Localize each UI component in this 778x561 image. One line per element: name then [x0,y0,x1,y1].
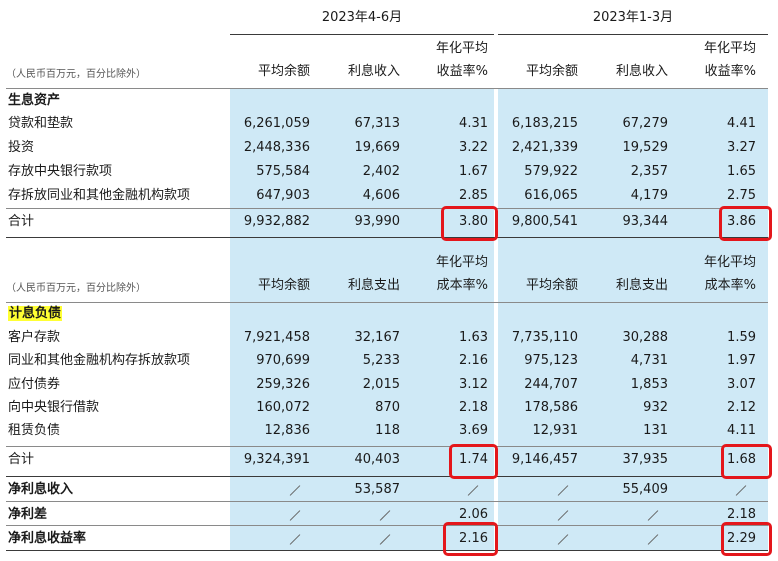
period-q1-header: 2023年1-3月 [592,10,674,25]
liability-cell: 2.18 [459,399,488,415]
liability-cell: 1.97 [727,353,756,369]
summary-row-label: 净利息收入 [8,482,74,497]
liability-total-cell: 9,324,391 [243,452,310,467]
liability-cell: 259,326 [256,376,310,392]
liability-cell: 178,586 [524,399,578,415]
asset-cell: 2.85 [459,188,488,203]
liability-total-row-label: 合计 [8,452,35,467]
liability-cell: 1,853 [630,376,668,392]
unit-note-2: （人民币百万元，百分比除外） [6,283,146,294]
asset-cell: 67,279 [622,116,669,131]
liability-cell: 3.12 [459,376,488,392]
highlight-liab-q2 [449,444,498,479]
liability-cell: 3.07 [727,376,756,392]
liability-cell: 975,123 [524,353,578,369]
liability-cell: 3.69 [459,423,488,439]
liability-cell: 131 [643,423,668,439]
liability-cell: 30,288 [622,330,669,345]
liability-row-label: 客户存款 [8,330,61,345]
asset-total-cell: 3.86 [727,214,756,229]
summary-cell: 2.16 [459,531,488,546]
asset-cell: 19,529 [622,140,669,155]
asset-cell: 4.31 [459,116,488,131]
asset-cell: 2,421,339 [511,140,578,155]
asset-cell: 2.75 [727,188,756,203]
summary-row-label: 净利息收益率 [8,531,87,546]
liability-total-cell: 9,146,457 [511,452,578,467]
liability-cell: 870 [375,399,400,415]
liability-cell: 7,921,458 [243,330,310,345]
liability-cell: 1.59 [727,330,756,345]
asset-total-row-label: 合计 [8,214,35,229]
asset-row-label: 贷款和垫款 [8,116,74,131]
summary-cell: 2.29 [727,531,756,546]
liability-cell: 2.16 [459,353,488,369]
liability-total-cell: 37,935 [622,452,669,467]
asset-total-cell: 9,932,882 [243,214,310,229]
asset-row-label: 存拆放同业和其他金融机构款项 [8,188,191,203]
asset-cell: 579,922 [524,164,578,179]
liability-cell: 1.63 [459,330,488,345]
asset-cell: 67,313 [354,116,401,131]
asset-cell: 616,065 [524,188,578,203]
asset-cell: 3.22 [459,140,488,155]
liability-cell: 244,707 [524,376,578,392]
asset-total-cell: 93,990 [354,214,401,229]
liability-cell: 970,699 [256,353,310,369]
asset-row-label: 存放中央银行款项 [8,164,113,179]
summary-cell: 53,587 [354,482,401,497]
asset-cell: 647,903 [256,188,310,203]
liability-cell: 932 [643,399,668,415]
asset-cell: 1.67 [459,164,488,179]
highlight-assets-q2 [441,206,498,241]
summary-cell: 2.18 [727,506,756,522]
liability-cell: 7,735,110 [511,330,578,345]
highlight-nim-q1 [721,522,772,556]
liability-row-label: 应付债券 [8,376,61,392]
liability-cell: 118 [375,423,400,439]
liability-cell: 4.11 [727,423,756,439]
section-title-assets: 生息资产 [8,93,61,108]
summary-cell: 2.06 [459,506,488,522]
liability-cell: 12,931 [532,423,579,439]
liability-row-label: 同业和其他金融机构存拆放款项 [8,353,191,369]
asset-cell: 575,584 [256,164,310,179]
asset-cell: 4,179 [630,188,668,203]
summary-row-label: 净利差 [8,506,48,522]
asset-cell: 4,606 [362,188,400,203]
unit-note: （人民币百万元，百分比除外） [6,69,146,80]
asset-row-label: 投资 [8,140,35,155]
liability-cell: 2.12 [727,399,756,415]
asset-cell: 2,357 [630,164,668,179]
asset-cell: 2,448,336 [243,140,310,155]
section-title-liabilities: 计息负债 [8,306,63,321]
highlight-nim-q2 [443,522,498,556]
asset-total-cell: 3.80 [459,214,488,229]
highlight-assets-q1 [719,206,772,241]
asset-cell: 6,183,215 [511,116,578,131]
liability-cell: 12,836 [264,423,311,439]
highlight-liab-q1 [721,444,772,479]
asset-total-cell: 93,344 [622,214,669,229]
summary-cell: 55,409 [622,482,669,497]
liability-row-label: 租赁负债 [8,423,61,439]
liability-cell: 2,015 [362,376,400,392]
asset-cell: 4.41 [727,116,756,131]
liability-total-cell: 1.68 [727,452,756,467]
asset-cell: 3.27 [727,140,756,155]
asset-cell: 2,402 [362,164,400,179]
asset-cell: 19,669 [354,140,401,155]
asset-total-cell: 9,800,541 [511,214,578,229]
period-q2-header: 2023年4-6月 [321,10,403,25]
liability-row-label: 向中央银行借款 [8,399,100,415]
asset-cell: 1.65 [727,164,756,179]
liability-total-cell: 1.74 [459,452,488,467]
liability-cell: 5,233 [362,353,400,369]
liability-cell: 160,072 [256,399,310,415]
liability-cell: 32,167 [354,330,401,345]
liability-total-cell: 40,403 [354,452,401,467]
asset-cell: 6,261,059 [243,116,310,131]
liability-cell: 4,731 [630,353,668,369]
